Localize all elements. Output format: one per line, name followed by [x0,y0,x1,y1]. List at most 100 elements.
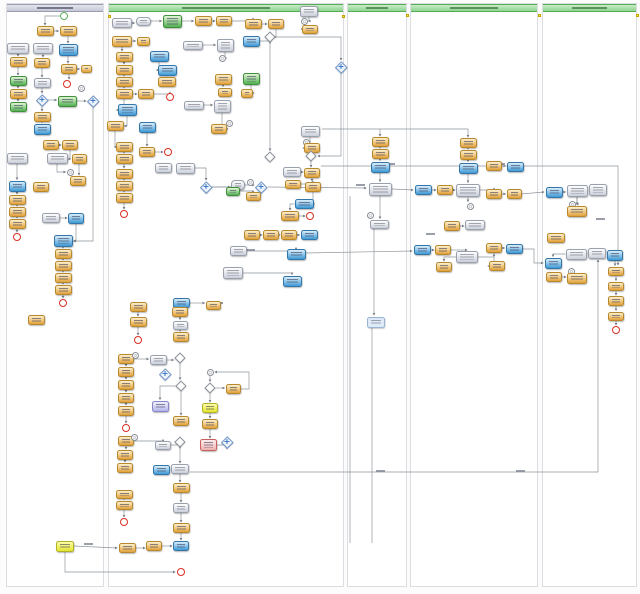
task-node[interactable] [241,88,253,98]
status-task-node[interactable] [157,64,177,76]
task-node[interactable] [268,19,284,29]
task-node-green[interactable] [57,95,77,107]
task-node[interactable] [305,182,321,192]
task-node[interactable] [608,266,624,276]
task-node[interactable] [118,380,134,390]
status-box[interactable] [589,184,607,196]
task-node[interactable] [80,65,92,73]
link-task-node[interactable] [202,403,218,413]
task-node[interactable] [9,57,27,67]
task-node[interactable] [304,168,320,178]
task-node-green[interactable] [226,186,240,196]
task-node-green[interactable] [162,14,182,28]
task-node[interactable] [371,137,389,147]
status-task-node[interactable] [505,244,523,254]
end-event-icon[interactable] [306,212,314,220]
exclusive-gateway-icon[interactable] [175,380,187,392]
task-node[interactable] [281,230,297,240]
task-node[interactable] [54,273,72,283]
parallel-gateway-icon[interactable]: + [220,435,234,449]
intermediate-event-icon[interactable] [77,84,85,92]
task-node[interactable] [115,154,133,164]
task-node[interactable] [27,315,45,325]
task-node[interactable] [244,19,262,29]
task-node-green[interactable] [9,76,27,86]
status-box[interactable] [183,40,203,50]
end-event-icon[interactable] [13,233,21,241]
status-box[interactable] [300,5,318,17]
task-node[interactable] [506,189,522,199]
status-task-node[interactable] [286,248,306,260]
task-node[interactable] [172,483,190,493]
task-node[interactable] [302,24,318,34]
end-event-icon[interactable] [177,568,185,576]
task-node[interactable] [216,16,232,26]
status-task-node[interactable] [152,465,170,475]
intermediate-event-icon[interactable] [225,119,233,127]
task-node[interactable] [118,367,134,377]
task-node[interactable] [608,311,624,321]
end-event-icon[interactable] [120,518,128,526]
task-node[interactable] [281,211,299,221]
status-box[interactable] [456,183,480,197]
task-node[interactable] [112,35,132,47]
status-box[interactable] [172,320,188,330]
status-box[interactable] [149,355,167,365]
task-node[interactable] [136,36,150,46]
task-node[interactable] [371,149,389,159]
task-node[interactable] [567,272,587,284]
lane-3-header[interactable] [348,4,406,12]
exclusive-gateway-icon[interactable] [174,436,186,448]
task-node[interactable] [8,195,26,205]
task-node[interactable] [8,207,26,217]
task-node[interactable] [205,300,221,310]
task-node[interactable] [436,262,452,272]
task-node-green[interactable] [9,102,27,112]
task-node[interactable] [115,89,133,99]
lane-handle[interactable] [341,14,345,18]
status-box[interactable] [223,267,243,279]
subprocess-box[interactable] [135,16,151,26]
task-node[interactable] [263,230,279,240]
task-node[interactable] [115,77,133,87]
status-task-node[interactable] [413,245,431,255]
intermediate-event-icon[interactable] [130,433,138,441]
task-node[interactable] [459,150,477,160]
status-box[interactable] [588,247,606,259]
task-node[interactable] [172,307,188,317]
parallel-gateway-icon[interactable]: + [334,60,348,74]
task-node[interactable] [547,233,565,243]
status-box[interactable] [154,163,172,173]
status-box[interactable] [184,100,204,110]
task-node[interactable] [8,219,26,229]
task-node[interactable] [115,500,133,510]
status-task-node[interactable] [149,50,169,62]
task-node[interactable] [62,140,78,150]
status-box[interactable] [7,42,29,54]
task-node[interactable] [106,121,124,131]
end-event-icon[interactable] [164,148,172,156]
task-node[interactable] [173,416,189,426]
task-node[interactable] [173,332,189,342]
task-node[interactable] [118,354,134,364]
task-node[interactable] [117,463,133,473]
task-node[interactable] [118,436,134,446]
status-task-node[interactable] [242,35,260,47]
task-node[interactable] [244,230,260,240]
task-node[interactable] [36,26,54,36]
lane-4-header[interactable] [411,4,537,12]
intermediate-event-icon[interactable] [131,351,139,359]
task-node[interactable] [225,384,241,394]
status-task-node[interactable] [607,249,623,261]
end-event-icon[interactable] [134,336,142,344]
exclusive-gateway-icon[interactable] [305,150,317,162]
task-node-pink[interactable] [199,439,217,451]
status-box[interactable] [368,182,392,196]
lane-handle[interactable] [537,13,541,17]
intermediate-event-icon[interactable] [300,17,308,25]
task-node[interactable] [444,221,460,231]
status-box[interactable] [46,152,68,164]
task-node[interactable] [115,181,133,191]
status-task-node[interactable] [173,541,189,551]
task-node[interactable] [138,89,154,99]
